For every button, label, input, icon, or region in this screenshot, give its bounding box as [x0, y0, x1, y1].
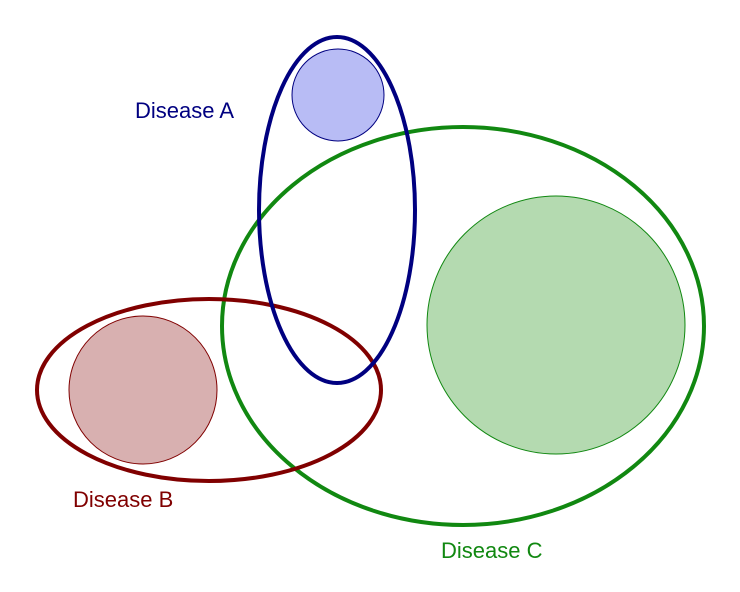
disease-c-circle [426, 195, 686, 455]
disease-a-label: Disease A [135, 98, 234, 123]
disease-b-circle [68, 315, 218, 465]
disease-a-circle [291, 48, 385, 142]
disease-c-label: Disease C [441, 538, 543, 563]
disease-b-ellipse [35, 297, 383, 483]
disease-b-label: Disease B [73, 487, 173, 512]
disease-a-ellipse [257, 35, 417, 385]
disease-c-ellipse [220, 125, 706, 527]
